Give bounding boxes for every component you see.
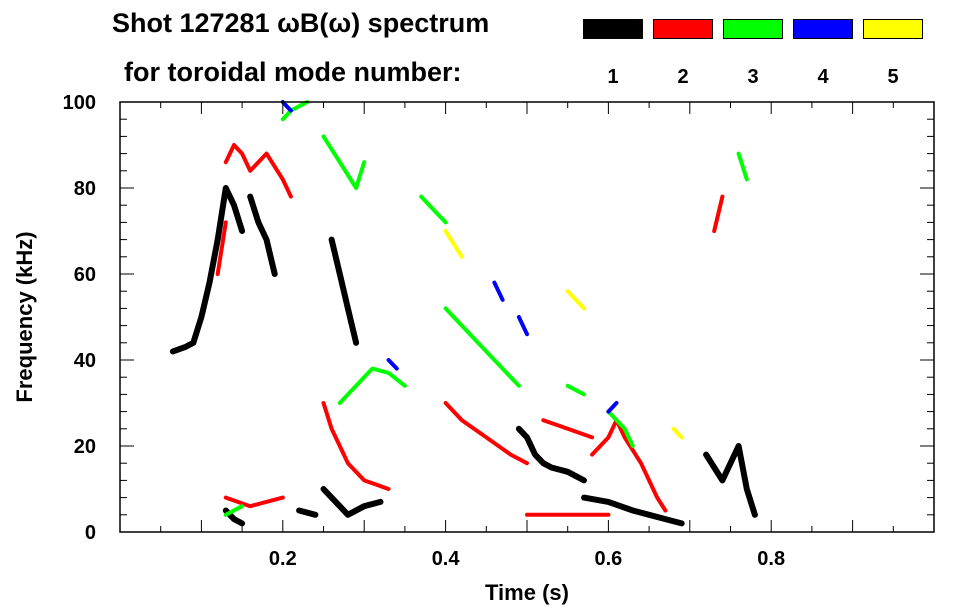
mode-2-trace: [223, 143, 293, 199]
mode-3-trace: [419, 194, 448, 225]
legend-label-2: 2: [677, 66, 689, 88]
mode-4-trace: [606, 401, 619, 414]
mode-4-trace: [280, 100, 293, 113]
legend-swatch-3: [723, 19, 783, 39]
mode-1-trace: [703, 443, 758, 518]
mode-2-trace: [590, 418, 668, 513]
mode-2-trace: [223, 495, 285, 509]
y-axis-title: Frequency (kHz): [12, 231, 37, 402]
mode-4-trace: [516, 315, 529, 337]
legend-caption: for toroidal mode number:: [124, 57, 462, 87]
mode-4-trace: [492, 280, 505, 302]
y-tick-label: 60: [74, 264, 96, 286]
legend-label-1: 1: [607, 66, 619, 88]
y-tick-label: 80: [74, 178, 96, 200]
mode-3-trace: [443, 306, 521, 388]
mode-3-trace: [321, 134, 367, 190]
mode-3-trace: [337, 366, 407, 405]
mode-1-trace: [320, 486, 384, 518]
legend-label-5: 5: [887, 66, 899, 88]
mode-2-trace: [215, 220, 228, 276]
mode-1-trace: [328, 236, 360, 346]
axis-tick-labels: 0.2 0.4 0.6 0.8 0 20 40 60 80 100: [63, 92, 785, 570]
plot-data-layer: [169, 100, 758, 527]
chart-title: Shot 127281 ωB(ω) spectrum: [112, 8, 490, 38]
mode-2-trace: [541, 418, 595, 440]
mode-1-trace: [581, 494, 685, 527]
x-tick-label: 0.2: [269, 548, 297, 570]
mode-3-trace: [736, 151, 749, 182]
mode-5-trace: [671, 426, 684, 440]
mode-1-trace: [515, 425, 587, 484]
mode-3-trace: [565, 383, 586, 397]
x-axis-title: Time (s): [485, 580, 569, 605]
axis-ticks: [120, 101, 935, 533]
y-tick-label: 100: [63, 92, 96, 114]
mode-4-trace: [386, 358, 399, 371]
x-tick-label: 0.8: [757, 548, 785, 570]
mode-5-trace: [565, 289, 586, 311]
legend-swatch-5: [863, 19, 923, 39]
y-tick-label: 40: [74, 350, 96, 372]
legend-swatch-1: [583, 19, 643, 39]
mode-2-trace: [712, 194, 725, 233]
y-tick-label: 0: [85, 522, 96, 544]
y-tick-label: 20: [74, 436, 96, 458]
mode-2-trace: [321, 401, 391, 491]
legend-swatch-4: [793, 19, 853, 39]
mode-3-trace: [606, 409, 635, 448]
legend-label-3: 3: [747, 66, 759, 88]
legend-swatch-2: [653, 19, 713, 39]
mode-5-trace: [443, 229, 464, 259]
mode-1-trace: [247, 193, 278, 277]
mode-1-trace: [296, 507, 319, 518]
legend-label-4: 4: [817, 66, 829, 88]
x-tick-label: 0.4: [432, 548, 461, 570]
mode-1-trace: [169, 185, 246, 355]
mode-2-trace: [443, 401, 529, 466]
mode-3-trace: [223, 504, 245, 517]
x-tick-label: 0.6: [594, 548, 622, 570]
plot-frame: [119, 101, 935, 533]
